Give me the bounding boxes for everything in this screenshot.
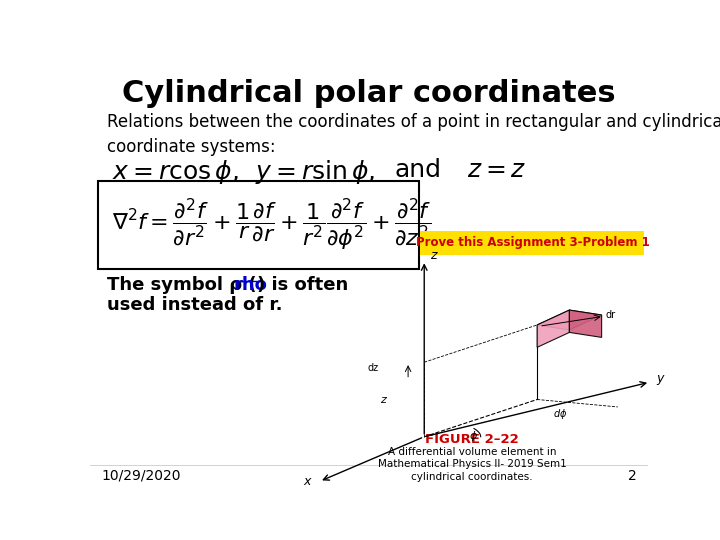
Text: and: and [394, 158, 441, 183]
Text: z: z [380, 395, 386, 405]
Text: The symbol ρ (: The symbol ρ ( [107, 276, 256, 294]
Text: $\phi$: $\phi$ [469, 429, 477, 443]
Text: A differential volume element in
Mathematical Physics II- 2019 Sem1
cylindrical : A differential volume element in Mathema… [378, 447, 567, 482]
Text: ) is often: ) is often [258, 276, 348, 294]
Polygon shape [570, 310, 602, 338]
Text: FIGURE 2–22: FIGURE 2–22 [426, 433, 519, 446]
Text: 2: 2 [628, 469, 637, 483]
Text: $y = r\sin\phi,$: $y = r\sin\phi,$ [255, 158, 375, 186]
Text: x: x [303, 475, 310, 488]
Text: Cylindrical polar coordinates: Cylindrical polar coordinates [122, 79, 616, 109]
Text: y: y [656, 372, 663, 385]
Polygon shape [537, 310, 602, 330]
Text: 10/29/2020: 10/29/2020 [101, 469, 181, 483]
Text: used instead of r.: used instead of r. [107, 295, 282, 314]
Text: $x = r\cos\phi,$: $x = r\cos\phi,$ [112, 158, 239, 186]
Text: $\nabla^2 f = \dfrac{\partial^2 f}{\partial r^2} + \dfrac{1}{r}\dfrac{\partial f: $\nabla^2 f = \dfrac{\partial^2 f}{\part… [112, 197, 432, 253]
FancyBboxPatch shape [420, 231, 644, 255]
Text: rho: rho [234, 276, 268, 294]
FancyBboxPatch shape [99, 181, 419, 268]
Text: z: z [431, 249, 437, 262]
Text: Relations between the coordinates of a point in rectangular and cylindrical
coor: Relations between the coordinates of a p… [107, 113, 720, 156]
Text: $z = z$: $z = z$ [467, 158, 526, 183]
Text: dz: dz [368, 363, 379, 373]
Polygon shape [537, 310, 570, 347]
Text: dr: dr [606, 309, 616, 320]
Text: Prove this Assignment 3-Problem 1: Prove this Assignment 3-Problem 1 [415, 237, 649, 249]
Text: $d\phi$: $d\phi$ [553, 407, 567, 421]
